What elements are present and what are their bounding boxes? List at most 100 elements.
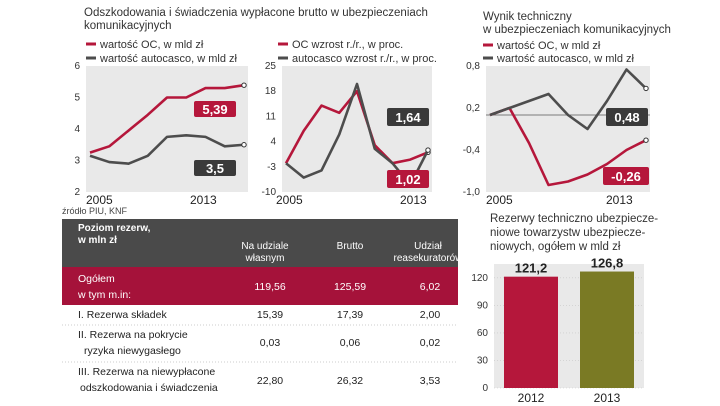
- chart1-y-tick: 5: [74, 93, 80, 104]
- table-cell-value: 0,06: [340, 337, 361, 349]
- table-cell-value: 0,03: [260, 337, 281, 349]
- table-row: II. Rezerwa na pokrycie ryzyka niewygasł…: [78, 329, 440, 357]
- chart1-endpoint: [241, 142, 247, 148]
- chart2-legend-ac: autocasco wzrost r./r., w proc.: [292, 53, 437, 65]
- chart3-legend-ac: wartość autocasco, w mld zł: [496, 53, 634, 65]
- table-header-title-line2: w mln zł: [77, 235, 117, 246]
- table-cell-value: 125,59: [334, 281, 366, 293]
- chart4-title-line3: niowych, ogółem w mld zł: [490, 241, 621, 253]
- chart4-bar-2012: [504, 276, 558, 388]
- table-header-col3-line1: Udział: [414, 241, 443, 252]
- chart2-y-tick: 4: [270, 137, 276, 148]
- chart2: OC wzrost r./r., w proc. autocasco wzros…: [262, 39, 437, 207]
- chart4-title-line1: Rezerwy techniczno ubezpiecze-: [490, 213, 658, 225]
- chart3-y-tick: 0,2: [466, 103, 480, 114]
- chart1-series-oc: [89, 83, 245, 154]
- chart1-y-tick: 2: [74, 187, 80, 198]
- table-cell-value: 0,02: [420, 337, 441, 349]
- chart1: Odszkodowania i świadczenia wypłacone br…: [62, 7, 428, 216]
- chart4-y-tick: 30: [477, 355, 489, 366]
- chart3-y-tick: -1,0: [463, 187, 481, 198]
- chart3-callout-ac: 0,48: [614, 110, 639, 125]
- reserves-table: Poziom rezerw, w mln zł Na udziale własn…: [62, 219, 463, 394]
- table-row: Ogółem w tym m.in: 119,56 125,59 6,02: [77, 273, 440, 301]
- table-row: I. Rezerwa składek 15,39 17,39 2,00: [78, 309, 440, 321]
- chart2-y-tick: 11: [266, 111, 277, 122]
- table-cell-value: 119,56: [254, 281, 285, 293]
- chart1-title-line1: Odszkodowania i świadczenia wypłacone br…: [84, 7, 428, 19]
- table-header-col1-line1: Na udziale: [241, 241, 289, 252]
- table-cell-label: odszkodowania i świadczenia: [80, 382, 218, 394]
- chart3-endpoint: [643, 85, 649, 92]
- chart3-callout-oc: -0,26: [611, 169, 641, 184]
- table-cell-label: I. Rezerwa składek: [78, 309, 167, 321]
- table-header-title-line1: Poziom rezerw,: [78, 223, 151, 234]
- chart3-series-oc: [489, 106, 647, 187]
- chart2-x-end: 2013: [400, 193, 427, 207]
- table-cell-value: 17,39: [337, 309, 363, 321]
- chart2-y-tick: -10: [262, 187, 277, 198]
- chart2-y-tick: -3: [267, 162, 276, 173]
- table-cell-value: 15,39: [257, 309, 283, 321]
- chart2-callout-oc-box: [387, 170, 429, 188]
- table-cell-label: Ogółem: [78, 273, 115, 285]
- chart4-y-tick: 90: [477, 300, 489, 311]
- chart1-y-tick: 4: [74, 124, 80, 135]
- chart2-series-oc: [284, 89, 429, 165]
- chart3-x-start: 2005: [486, 193, 513, 207]
- chart3-y-tick: 0,8: [466, 61, 480, 72]
- table-row: III. Rezerwa na niewypłacone odszkodowan…: [78, 366, 440, 394]
- table-row-highlight-bg: [62, 267, 458, 305]
- table-cell-value: 22,80: [257, 375, 283, 387]
- chart4-y-tick: 120: [471, 273, 488, 284]
- chart1-x-start: 2005: [86, 193, 113, 207]
- chart2-callout-oc: 1,02: [395, 172, 420, 187]
- chart2-y-tick: 18: [265, 86, 277, 97]
- chart4-value-label: 121,2: [515, 261, 548, 276]
- chart1-legend-ac: wartość autocasco, w mld zł: [99, 53, 237, 65]
- chart4-title-line2: niowe towarzystw ubezpiecze-: [490, 227, 645, 239]
- chart4-bar-2013: [580, 271, 634, 388]
- chart1-x-end: 2013: [190, 193, 217, 207]
- table-cell-label: II. Rezerwa na pokrycie: [78, 329, 188, 341]
- chart1-callout-oc-box: [194, 101, 236, 117]
- chart3-title-line1: Wynik techniczny: [483, 11, 572, 23]
- chart1-title-line2: komunikacyjnych: [84, 20, 172, 32]
- table-cell-value: 2,00: [420, 309, 441, 321]
- chart3-x-end: 2013: [606, 193, 633, 207]
- table-cell-value: 6,02: [420, 281, 441, 293]
- chart3: Wynik techniczny w ubezpieczeniach komun…: [463, 11, 671, 207]
- table-cell-value: 3,53: [420, 375, 441, 387]
- chart1-legend-oc: wartość OC, w mld zł: [99, 39, 204, 51]
- chart4-value-label: 126,8: [591, 256, 624, 271]
- chart3-y-tick: -0,4: [463, 145, 481, 156]
- chart3-legend-oc: wartość OC, w mld zł: [496, 40, 601, 52]
- chart3-endpoint: [643, 137, 649, 143]
- chart2-callout-ac: 1,64: [395, 110, 421, 125]
- chart3-callout-ac-box: [606, 108, 648, 126]
- chart1-callout-ac-box: [194, 160, 236, 176]
- chart2-x-start: 2005: [276, 193, 303, 207]
- source-note: źródło PIU, KNF: [62, 206, 128, 216]
- chart2-callout-ac-box: [387, 108, 429, 126]
- chart1-y-tick: 3: [74, 156, 80, 167]
- chart3-series-ac: [489, 68, 647, 131]
- chart1-endpoint: [241, 82, 247, 88]
- table-header-col1-line2: własnym: [245, 253, 285, 264]
- chart3-callout-oc-box: [603, 167, 649, 185]
- table-header-col3-line2: reasekuratorów: [394, 253, 464, 264]
- chart1-y-tick: 6: [74, 61, 80, 72]
- table-cell-label: w tym m.in:: [77, 289, 131, 301]
- chart4: Rezerwy techniczno ubezpiecze- niowe tow…: [471, 213, 658, 405]
- table-header-bg: [62, 219, 458, 267]
- chart1-callout-oc: 5,39: [202, 102, 227, 117]
- chart2-legend-oc: OC wzrost r./r., w proc.: [292, 39, 403, 51]
- chart4-category-label: 2013: [594, 391, 621, 405]
- chart1-series-ac: [89, 134, 245, 165]
- chart4-y-tick: 60: [477, 328, 489, 339]
- table-cell-label: ryzyka niewygasłego: [84, 345, 181, 357]
- table-header-col2: Brutto: [337, 241, 364, 252]
- chart4-y-tick: 0: [482, 383, 488, 394]
- chart1-callout-ac: 3,5: [206, 161, 224, 176]
